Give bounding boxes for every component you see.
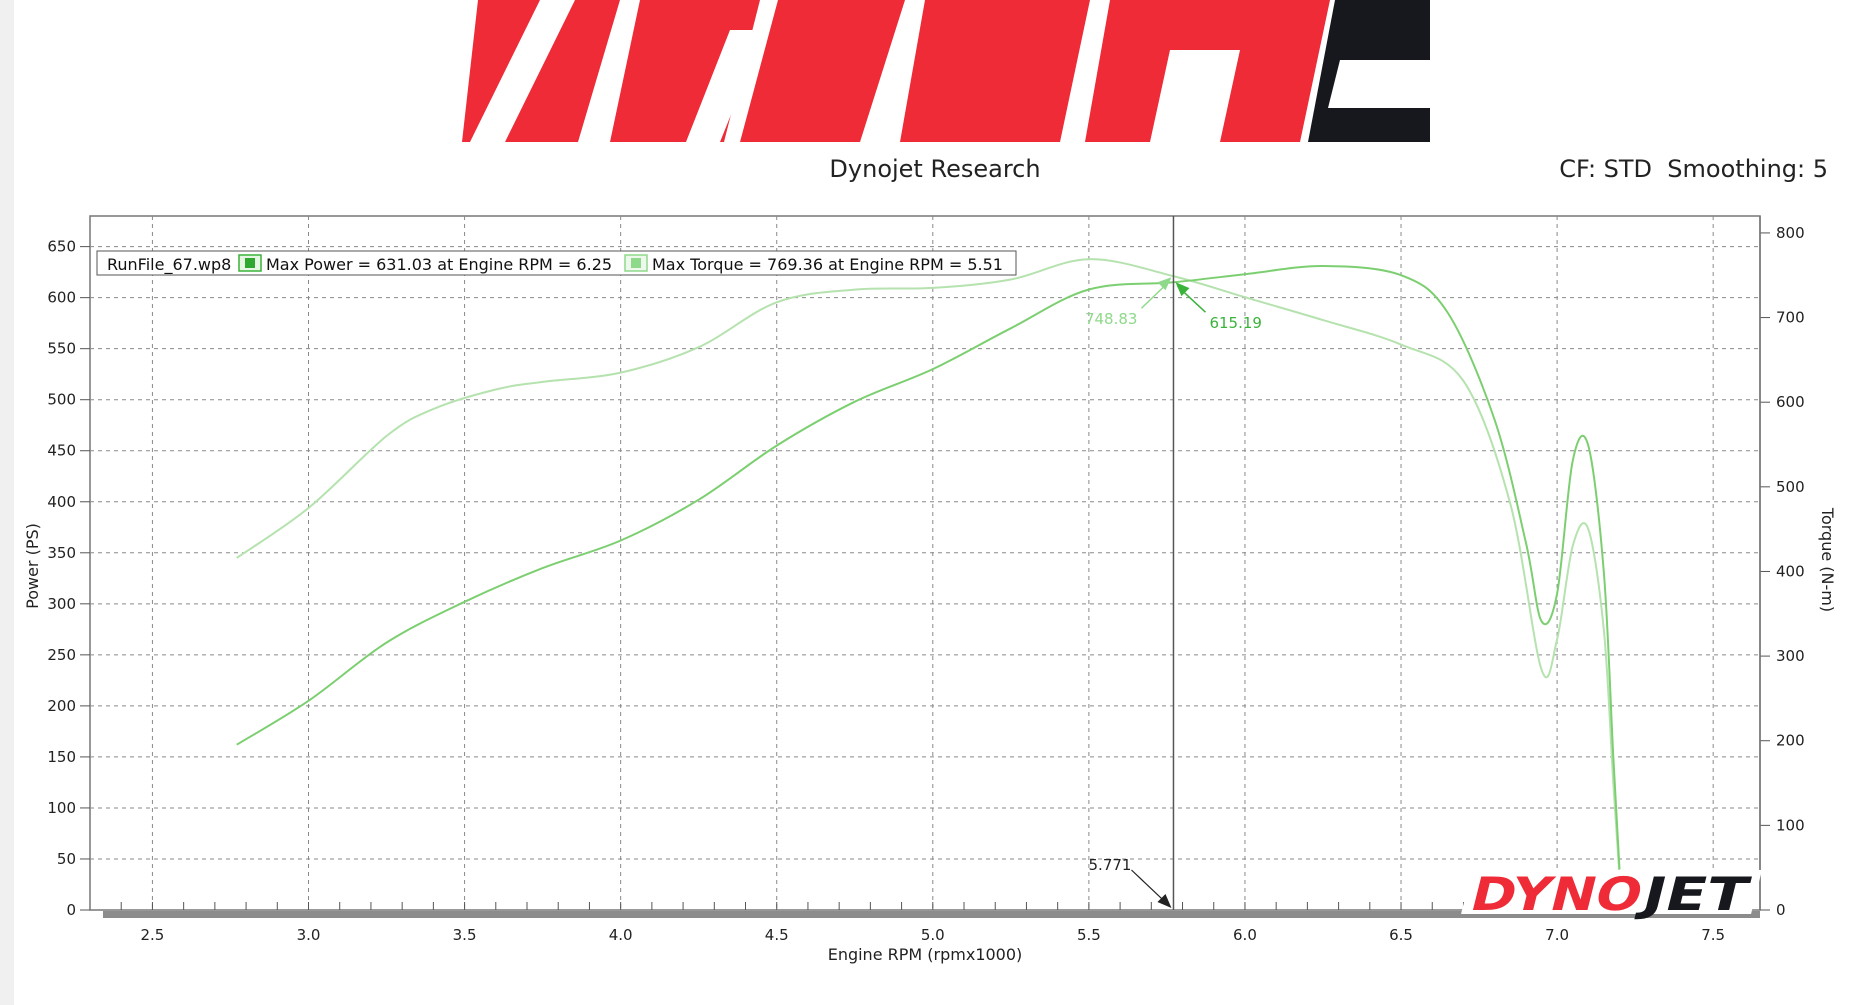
y2-tick-label: 800 (1776, 224, 1805, 242)
cursor-torque-value: 748.83 (1085, 310, 1138, 328)
x-tick-label: 7.5 (1701, 926, 1725, 944)
cursor-x-pointer-arrow (1157, 894, 1172, 908)
y-tick-label: 500 (47, 391, 76, 409)
x-tick-label: 3.5 (453, 926, 477, 944)
cursor-rpm-value: 5.771 (1089, 856, 1132, 874)
y-tick-label: 650 (47, 238, 76, 256)
logo-cut-1 (470, 0, 575, 142)
dyno-logo (462, 0, 1430, 142)
cursor-markers (1131, 277, 1206, 908)
legend-power-swatch-inner (245, 258, 255, 268)
logo-letter-n (740, 0, 905, 142)
x-tick-label: 7.0 (1545, 926, 1569, 944)
logo-cut-3 (1150, 50, 1240, 142)
y2-axis-title: Torque (N-m) (1818, 507, 1837, 612)
y2-tick-label: 300 (1776, 647, 1805, 665)
x-tick-label: 6.0 (1233, 926, 1257, 944)
logo-black-cut (1328, 60, 1430, 108)
legend-torque: Max Torque = 769.36 at Engine RPM = 5.51 (652, 255, 1003, 274)
y-tick-label: 250 (47, 646, 76, 664)
left-margin-strip (0, 0, 14, 1005)
y2-tick-label: 200 (1776, 732, 1805, 750)
x-axis-bar (103, 911, 1760, 918)
cursor-power-value: 615.19 (1209, 314, 1262, 332)
plot-area (89, 215, 1761, 911)
y-tick-label: 550 (47, 340, 76, 358)
x-tick-label: 6.5 (1389, 926, 1413, 944)
legend-torque-swatch-inner (631, 258, 641, 268)
y2-tick-label: 500 (1776, 478, 1805, 496)
x-tick-label: 3.0 (297, 926, 321, 944)
legend-power: Max Power = 631.03 at Engine RPM = 6.25 (266, 255, 612, 274)
dynojet-logo: DYNO JET (1461, 869, 1762, 922)
y2-tick-label: 0 (1776, 901, 1786, 919)
torque-pointer-arrow (1157, 277, 1172, 291)
y-tick-label: 450 (47, 442, 76, 460)
logo-cut-2 (686, 30, 765, 142)
y-tick-label: 600 (47, 289, 76, 307)
y2-tick-label: 700 (1776, 309, 1805, 327)
y-tick-label: 200 (47, 697, 76, 715)
y2-tick-label: 100 (1776, 816, 1805, 834)
y-tick-label: 100 (47, 799, 76, 817)
settings-label: CF: STD Smoothing: 5 (1559, 155, 1828, 183)
chart-legend: RunFile_67.wp8 Max Power = 631.03 at Eng… (96, 250, 1017, 276)
y2-tick-label: 400 (1776, 562, 1805, 580)
x-tick-label: 4.0 (609, 926, 633, 944)
y2-tick-label: 600 (1776, 393, 1805, 411)
y-tick-label: 300 (47, 595, 76, 613)
legend-file: RunFile_67.wp8 (107, 255, 231, 275)
logo-letter-o (900, 0, 1090, 142)
chart-title: Dynojet Research (829, 155, 1040, 183)
power-pointer-arrow (1175, 282, 1190, 297)
grid-lines (90, 216, 1760, 910)
y-tick-label: 50 (57, 850, 76, 868)
y-axis-title: Power (PS) (23, 523, 42, 609)
x-tick-label: 4.5 (765, 926, 789, 944)
power-curve (236, 264, 1621, 870)
x-tick-label: 5.0 (921, 926, 945, 944)
dynojet-logo-text-red: DYNO (1465, 869, 1648, 922)
y-tick-label: 350 (47, 544, 76, 562)
x-tick-label: 2.5 (141, 926, 165, 944)
x-axis-title: Engine RPM (rpmx1000) (828, 945, 1023, 964)
y-tick-label: 0 (66, 901, 76, 919)
tick-labels: 2.5 3.0 3.5 4.0 4.5 5.0 5.5 6.0 6.5 7.0 7.5 0 50 100 1… (47, 224, 1804, 944)
y-tick-label: 400 (47, 493, 76, 511)
y-tick-label: 150 (47, 748, 76, 766)
dynojet-logo-text-black: JET (1633, 869, 1754, 922)
x-tick-label: 5.5 (1077, 926, 1101, 944)
